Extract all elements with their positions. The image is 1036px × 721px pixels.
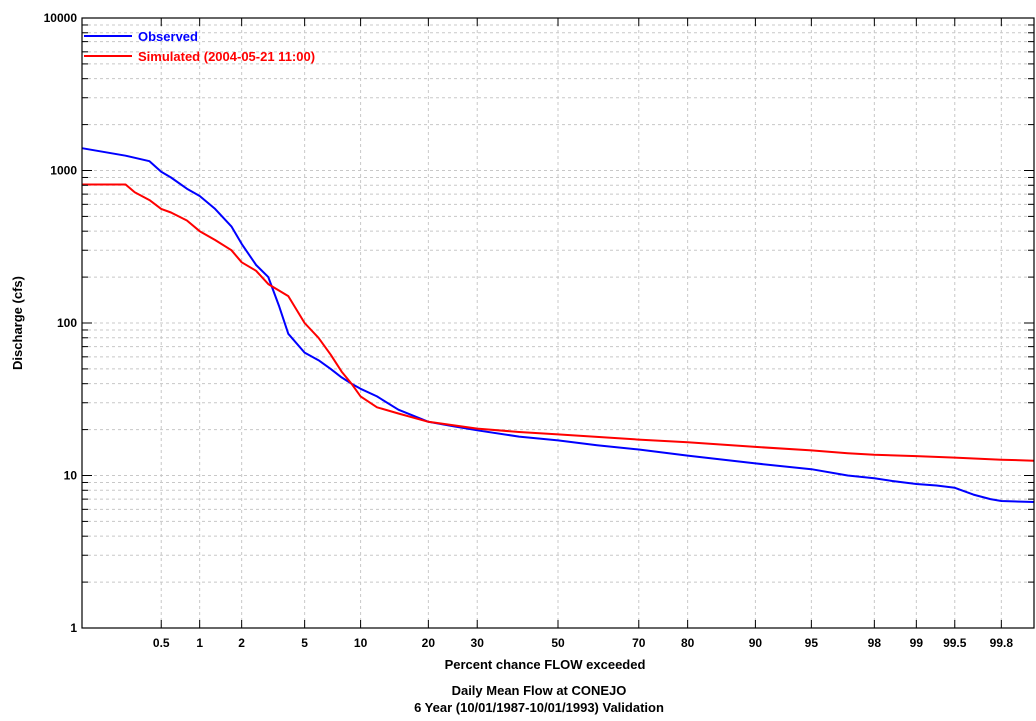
x-tick-label: 98	[868, 636, 882, 650]
x-tick-label: 20	[422, 636, 436, 650]
x-tick-label: 10	[354, 636, 368, 650]
y-tick-label: 100	[57, 316, 77, 330]
x-tick-label: 99	[910, 636, 924, 650]
x-tick-label: 99.5	[943, 636, 967, 650]
x-axis-tick-labels: 0.5 1 2 5 10 20 30 50 70 80 90 95 98 99 99.5 99.8	[153, 636, 1013, 650]
series-line-simulated	[82, 183, 1035, 462]
chart-title: Daily Mean Flow at CONEJO	[452, 683, 627, 698]
x-tick-label: 5	[301, 636, 308, 650]
y-tick-label: 10000	[44, 11, 78, 25]
x-tick-label: 2	[238, 636, 245, 650]
x-tick-label: 30	[471, 636, 485, 650]
x-axis-title: Percent chance FLOW exceeded	[445, 657, 646, 672]
legend: Observed Simulated (2004-05-21 11:00)	[84, 29, 315, 64]
y-axis-title: Discharge (cfs)	[10, 276, 25, 370]
x-tick-label: 99.8	[990, 636, 1014, 650]
x-tick-label: 1	[196, 636, 203, 650]
grid-lines	[82, 17, 1034, 629]
series-line-observed	[81, 147, 1035, 503]
y-tick-label: 10	[64, 469, 78, 483]
x-tick-label: 80	[681, 636, 695, 650]
chart-subtitle: 6 Year (10/01/1987-10/01/1993) Validatio…	[414, 700, 664, 715]
series-layer	[81, 147, 1035, 503]
x-tick-label: 95	[805, 636, 819, 650]
x-tick-label: 70	[632, 636, 646, 650]
x-tick-label: 0.5	[153, 636, 170, 650]
legend-label-simulated: Simulated (2004-05-21 11:00)	[138, 49, 315, 64]
y-tick-label: 1000	[50, 164, 77, 178]
x-tick-label: 90	[749, 636, 763, 650]
y-axis-tick-labels: 1 10 100 1000 10000	[44, 11, 78, 635]
y-tick-label: 1	[70, 621, 77, 635]
axis-ticks	[82, 17, 1034, 629]
legend-label-observed: Observed	[138, 29, 198, 44]
x-tick-label: 50	[551, 636, 565, 650]
